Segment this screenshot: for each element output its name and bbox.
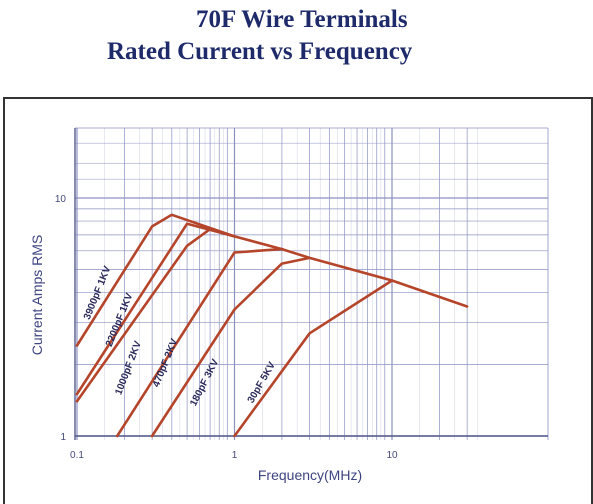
y-tick-label: 10 — [55, 194, 67, 205]
grid — [74, 127, 549, 440]
x-tick-label: 10 — [386, 450, 398, 461]
series-label-3: 1000pF 2KV — [113, 339, 144, 396]
y-axis-label: Current Amps RMS — [29, 235, 45, 356]
chart-subtitle: Rated Current vs Frequency — [107, 38, 413, 65]
series-line-3 — [75, 227, 236, 403]
x-axis-label: Frequency(MHz) — [258, 467, 362, 483]
y-tick-label: 1 — [60, 432, 66, 443]
series-line-6 — [233, 279, 394, 438]
x-tick-label: 0.1 — [70, 450, 84, 461]
curves — [75, 213, 469, 438]
chart-frame — [3, 97, 593, 504]
series-line-5 — [150, 256, 311, 438]
series-label-4: 470pF 2KV — [151, 337, 180, 389]
chart-title: 70F Wire Terminals — [196, 6, 408, 33]
series-label-5: 180pF 3KV — [188, 357, 221, 408]
tick-labels: 0.1 1 10 1 10 — [55, 194, 398, 461]
series-line-4 — [115, 247, 284, 438]
x-tick-label: 1 — [232, 450, 238, 461]
series-line-1 — [75, 213, 469, 347]
